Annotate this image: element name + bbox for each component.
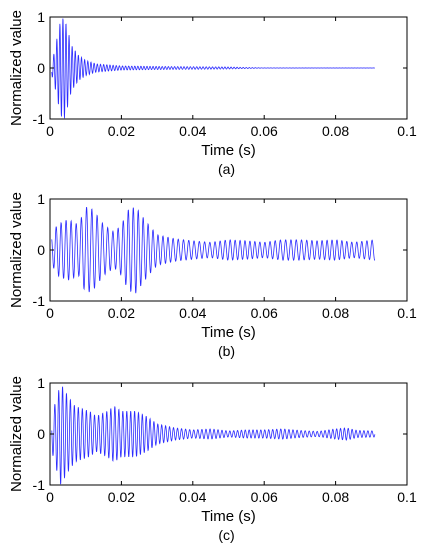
- x-tick-label: 0.06: [251, 305, 278, 321]
- y-tick-label: 0: [37, 60, 45, 76]
- signal-line-series-1: [51, 386, 376, 485]
- x-tick-label: 0.02: [108, 123, 135, 139]
- x-tick-label: 0.1: [397, 305, 417, 321]
- signal-line-series-1: [51, 18, 375, 119]
- panel-caption: (c): [218, 527, 234, 543]
- x-tick-label: 0.04: [179, 123, 206, 139]
- y-tick-label: 1: [37, 191, 45, 207]
- y-tick-label: -1: [33, 111, 46, 127]
- x-tick-label: 0.04: [179, 305, 206, 321]
- x-tick-label: 0.06: [251, 123, 278, 139]
- x-axis-label: Time (s): [201, 508, 255, 525]
- x-tick-label: 0: [46, 123, 54, 139]
- panel-caption: (b): [218, 343, 235, 359]
- x-tick-label: 0.08: [322, 305, 349, 321]
- y-tick-label: 0: [37, 242, 45, 258]
- x-tick-label: 0.08: [322, 123, 349, 139]
- panel-caption: (a): [218, 161, 235, 177]
- y-axis-label: Normalized value: [8, 10, 25, 126]
- y-tick-label: -1: [33, 477, 46, 493]
- y-axis-label: Normalized value: [8, 192, 25, 308]
- y-axis-label: Normalized value: [8, 376, 25, 492]
- x-tick-label: 0: [46, 305, 54, 321]
- signal-line-series-1: [51, 206, 376, 294]
- x-axis-label: Time (s): [201, 142, 255, 159]
- x-tick-label: 0.06: [251, 489, 278, 505]
- y-tick-label: 0: [37, 426, 45, 442]
- x-tick-label: 0.08: [322, 489, 349, 505]
- x-tick-label: 0.1: [397, 123, 417, 139]
- x-tick-label: 0.1: [397, 489, 417, 505]
- x-tick-label: 0: [46, 489, 54, 505]
- x-tick-label: 0.02: [108, 489, 135, 505]
- y-tick-label: 1: [37, 9, 45, 25]
- y-tick-label: 1: [37, 375, 45, 391]
- x-tick-label: 0.02: [108, 305, 135, 321]
- y-tick-label: -1: [33, 293, 46, 309]
- x-tick-label: 0.04: [179, 489, 206, 505]
- x-axis-label: Time (s): [201, 324, 255, 341]
